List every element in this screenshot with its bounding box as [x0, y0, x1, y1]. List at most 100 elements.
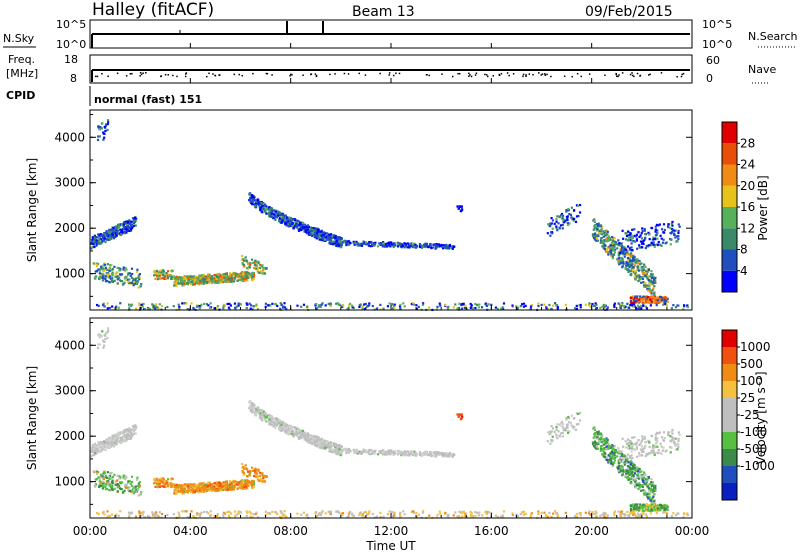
echo-cell [639, 240, 643, 243]
echo-cell [271, 421, 274, 424]
echo-cell [612, 236, 615, 240]
echo-cell [606, 250, 609, 254]
echo-cell [610, 241, 614, 244]
echo-cell [607, 250, 610, 254]
echo-cell [649, 244, 652, 247]
nave-point [388, 74, 390, 76]
echo-cell [379, 241, 383, 245]
echo-cell [95, 447, 98, 450]
echo-cell [247, 262, 250, 265]
echo-cell [111, 479, 114, 482]
echo-cell [297, 228, 300, 231]
echo-cell [190, 302, 193, 305]
echo-cell [259, 204, 262, 207]
echo-cell [119, 233, 123, 236]
echo-cell [335, 302, 338, 305]
echo-cell [111, 233, 115, 236]
echo-cell [113, 265, 116, 268]
echo-cell [550, 217, 553, 220]
echo-cell [458, 205, 461, 208]
nave-point [214, 74, 216, 77]
echo-cell [666, 297, 669, 300]
echo-cell [232, 480, 235, 483]
echo-cell [255, 410, 258, 413]
echo-cell [471, 307, 475, 310]
echo-cell [233, 486, 236, 489]
echo-cell [112, 434, 115, 438]
echo-cell [410, 450, 413, 453]
echo-cell [632, 305, 635, 308]
echo-cell [190, 278, 193, 281]
echo-cell [122, 433, 125, 436]
echo-cell [91, 444, 94, 447]
echo-cell [626, 268, 629, 271]
echo-cell [270, 215, 273, 219]
echo-cell [609, 247, 612, 251]
echo-cell [408, 246, 411, 249]
echo-cell [662, 303, 665, 306]
echo-cell [165, 479, 168, 483]
echo-cell [612, 239, 615, 243]
echo-cell [617, 251, 620, 254]
echo-cell [133, 488, 136, 491]
echo-cell [159, 269, 162, 272]
echo-cell [633, 234, 636, 238]
echo-cell [314, 435, 317, 438]
echo-cell [131, 484, 134, 488]
echo-cell [605, 240, 608, 243]
echo-cell [628, 263, 631, 266]
echo-cell [255, 472, 259, 475]
echo-cell [112, 444, 116, 447]
echo-cell [313, 435, 316, 438]
echo-cell [93, 447, 96, 450]
echo-cell [255, 267, 258, 270]
echo-cell [203, 483, 206, 486]
echo-cell [284, 221, 288, 224]
echo-cell [181, 302, 184, 305]
echo-cell [110, 487, 114, 491]
nave-point [457, 72, 459, 75]
echo-cell [228, 277, 231, 281]
echo-cell [624, 238, 628, 241]
echo-cell [130, 434, 134, 438]
echo-cell [106, 471, 109, 474]
echo-cell [551, 304, 555, 307]
echo-cell [263, 203, 267, 207]
echo-cell [372, 241, 376, 245]
echo-cell [108, 441, 111, 444]
echo-cell [129, 228, 133, 231]
echo-cell [322, 445, 325, 448]
echo-cell [364, 302, 367, 306]
echo-cell [106, 268, 109, 271]
echo-cell [195, 305, 199, 308]
echo-cell [158, 274, 161, 277]
nave-series [95, 72, 685, 78]
echo-cell [603, 304, 607, 307]
echo-cell [296, 219, 299, 223]
echo-cell [279, 218, 282, 221]
echo-cell [280, 304, 283, 307]
echo-cell [392, 245, 395, 249]
nave-point [334, 73, 336, 75]
echo-cell [522, 305, 525, 308]
echo-cell [406, 242, 409, 245]
echo-cell [133, 216, 136, 219]
nave-point [647, 74, 650, 76]
echo-cell [301, 429, 304, 432]
echo-cell [170, 484, 173, 487]
echo-cell [263, 206, 266, 209]
echo-cell [441, 455, 445, 458]
echo-cell [296, 225, 299, 228]
echo-cell [305, 438, 308, 441]
nave-point [618, 74, 620, 76]
nave-point [631, 74, 634, 77]
echo-cell [430, 454, 433, 458]
echo-cell [629, 239, 632, 242]
echo-cell [154, 485, 157, 488]
echo-cell [104, 280, 108, 283]
echo-cell [122, 266, 125, 269]
echo-cell [659, 301, 662, 304]
echo-cell [154, 307, 157, 310]
freq-tick-top: 18 [64, 53, 78, 66]
echo-cell [647, 289, 650, 292]
